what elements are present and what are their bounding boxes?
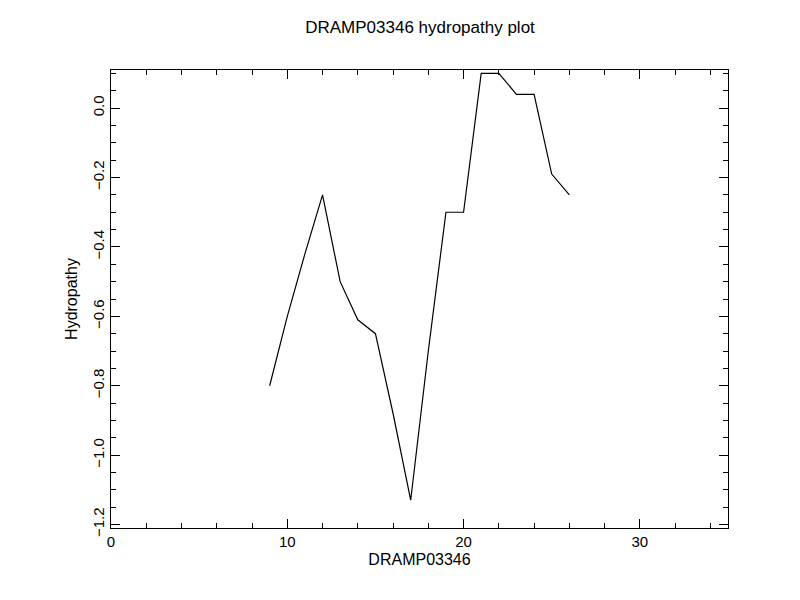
svg-text:30: 30: [632, 533, 649, 550]
svg-text:−0.4: −0.4: [90, 230, 107, 260]
svg-text:−0.2: −0.2: [90, 160, 107, 190]
svg-text:10: 10: [279, 533, 296, 550]
svg-text:−1.0: −1.0: [90, 438, 107, 468]
svg-text:−1.2: −1.2: [90, 507, 107, 537]
svg-text:−0.6: −0.6: [90, 299, 107, 329]
svg-text:DRAMP03346 hydropathy plot: DRAMP03346 hydropathy plot: [305, 18, 535, 37]
svg-text:0: 0: [107, 533, 115, 550]
svg-text:DRAMP03346: DRAMP03346: [368, 551, 470, 568]
svg-text:0.0: 0.0: [90, 95, 107, 116]
svg-text:Hydropathy: Hydropathy: [63, 258, 80, 340]
svg-text:−0.8: −0.8: [90, 369, 107, 399]
svg-text:20: 20: [455, 533, 472, 550]
